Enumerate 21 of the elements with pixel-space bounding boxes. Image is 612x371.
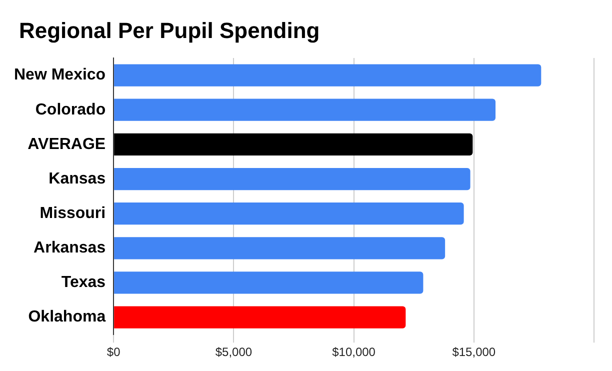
y-tick-label: New Mexico bbox=[14, 66, 106, 84]
bar bbox=[114, 237, 446, 260]
bar bbox=[114, 272, 424, 294]
x-tick-label: $5,000 bbox=[215, 345, 252, 360]
bar bbox=[114, 133, 473, 156]
y-tick-label: Kansas bbox=[48, 170, 106, 188]
bar bbox=[114, 168, 470, 190]
y-tick-label: Arkansas bbox=[34, 240, 106, 257]
bar bbox=[114, 98, 496, 121]
x-tick-label: $10,000 bbox=[332, 345, 376, 360]
y-tick-label: Missouri bbox=[40, 204, 106, 222]
y-tick-label: Colorado bbox=[35, 101, 106, 118]
x-tick-label: $15,000 bbox=[452, 345, 496, 360]
chart-title: Regional Per Pupil Spending bbox=[19, 18, 320, 44]
y-tick-label: Texas bbox=[61, 274, 106, 292]
y-tick-label: Oklahoma bbox=[28, 308, 106, 326]
bar bbox=[114, 202, 464, 225]
y-tick-label: AVERAGE bbox=[28, 136, 106, 153]
bar bbox=[114, 64, 542, 86]
bar bbox=[114, 306, 406, 328]
x-tick-label: $0 bbox=[106, 345, 121, 360]
